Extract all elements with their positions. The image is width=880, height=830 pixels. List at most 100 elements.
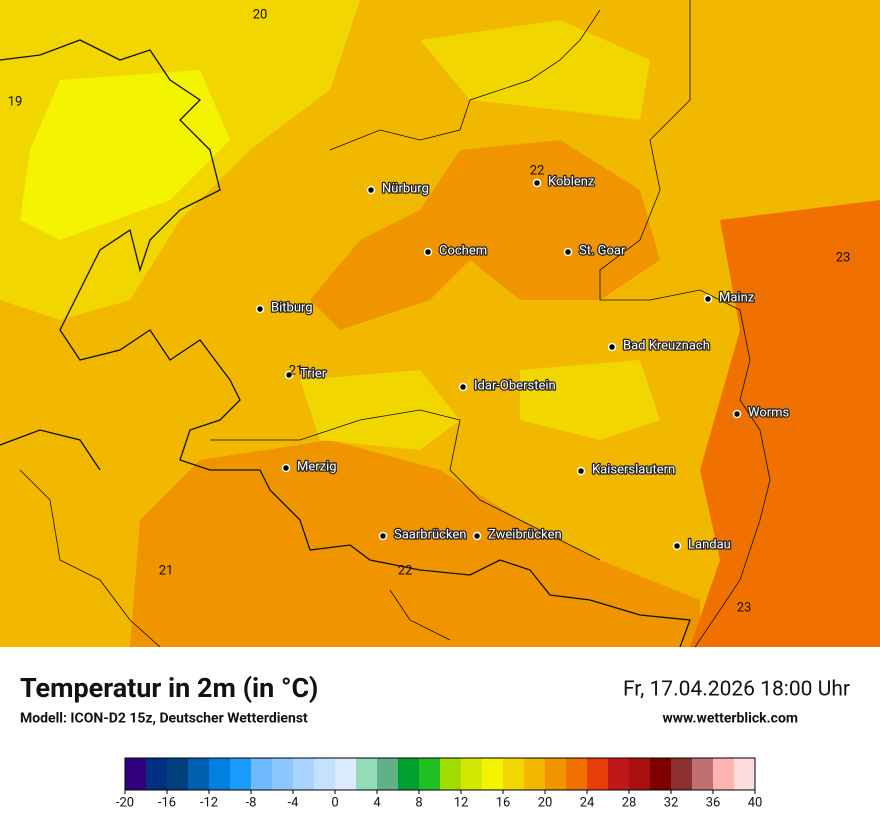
city-dot (458, 382, 468, 392)
tick-label: -20 (116, 795, 134, 810)
legend-swatch (230, 758, 252, 790)
isotherm-label: 21 (159, 563, 174, 578)
legend-swatch (272, 758, 294, 790)
legend-swatch (293, 758, 315, 790)
city-labels: Nürburg Koblenz Cochem St. Goar Bitburg Mainz… (255, 173, 791, 554)
tick-label: 12 (454, 795, 469, 810)
legend-swatch (545, 758, 567, 790)
tick-label: 24 (580, 795, 595, 810)
city-dot (366, 185, 376, 195)
tick-label: 16 (496, 795, 511, 810)
legend-swatch (167, 758, 189, 790)
city-label: Zweibrücken (488, 527, 562, 542)
tick-label: 0 (331, 795, 338, 810)
isotherm-label: 20 (253, 7, 268, 22)
tick-label: 28 (622, 795, 637, 810)
legend-swatch (125, 758, 147, 790)
city-dot (284, 370, 294, 380)
tick-label: -8 (246, 795, 257, 810)
city-dot (532, 178, 542, 188)
legend-swatch (650, 758, 672, 790)
legend-swatch (209, 758, 231, 790)
city-label: St. Goar (579, 243, 626, 258)
city-dot (563, 247, 573, 257)
legend-swatch (482, 758, 504, 790)
legend-swatch (692, 758, 714, 790)
legend-swatch (503, 758, 525, 790)
legend-swatch (440, 758, 462, 790)
city-label: Landau (688, 537, 731, 552)
tick-label: 32 (664, 795, 679, 810)
city-dot (423, 247, 433, 257)
colorbar: -20 -16 -12 -8 -4 0 4 8 12 16 20 24 28 32 36 40 (116, 757, 763, 810)
isotherm-label: 19 (8, 94, 23, 109)
legend-swatch (335, 758, 357, 790)
map-title: Temperatur in 2m (in °C) (20, 672, 318, 704)
warm-zone (310, 140, 660, 330)
tick-label: -12 (200, 795, 218, 810)
legend-swatch (188, 758, 210, 790)
city-dot (703, 294, 713, 304)
city-label: Nürburg (382, 181, 429, 196)
forecast-time: Fr, 17.04.2026 18:00 Uhr (623, 678, 850, 702)
state-border (599, 0, 771, 648)
city-dot (255, 304, 265, 314)
tick-label: 36 (706, 795, 721, 810)
isotherm-label: 22 (530, 163, 545, 178)
tick-label: -4 (288, 795, 300, 810)
legend-swatch (251, 758, 273, 790)
state-border (329, 9, 601, 151)
city-dot (607, 342, 617, 352)
city-dot (472, 531, 482, 541)
website: www.wetterblick.com (662, 711, 798, 727)
city-label: Trier (300, 366, 327, 381)
legend-swatch (587, 758, 609, 790)
state-border (19, 469, 161, 648)
city-dot (672, 541, 682, 551)
legend-swatch (314, 758, 336, 790)
city-dot (576, 466, 586, 476)
tick-label: 4 (373, 795, 381, 810)
country-border (0, 39, 691, 648)
legend-swatch (629, 758, 651, 790)
legend-swatch (398, 758, 420, 790)
city-label: Bitburg (271, 300, 313, 315)
map (0, 0, 880, 648)
warm-zone (20, 70, 230, 240)
isotherm-labels: 20 19 22 23 21 21 22 23 (8, 7, 851, 615)
colorbar-frame (124, 757, 756, 791)
isotherm-label: 21 (289, 363, 304, 378)
legend-swatch (524, 758, 546, 790)
state-border (389, 589, 451, 641)
city-label: Worms (748, 405, 790, 420)
tick-label: 40 (748, 795, 763, 810)
city-label: Bad Kreuznach (623, 338, 710, 353)
legend-swatch (419, 758, 441, 790)
city-dot (378, 531, 388, 541)
subtitle: Modell: ICON-D2 15z, Deutscher Wetterdie… (20, 711, 308, 727)
tick-label: 20 (538, 795, 553, 810)
country-border (0, 429, 101, 471)
isotherm-label: 22 (398, 563, 413, 578)
city-label: Kaiserslautern (592, 462, 675, 477)
warm-zone (520, 360, 660, 440)
city-label: Mainz (719, 290, 755, 305)
isotherm-label: 23 (836, 250, 851, 265)
warm-zone (300, 370, 460, 450)
city-label: Koblenz (548, 174, 595, 189)
city-label: Saarbrücken (394, 527, 466, 542)
legend-swatch (356, 758, 378, 790)
city-label: Merzig (297, 459, 337, 474)
tick-label: -16 (158, 795, 176, 810)
legend-swatch (566, 758, 588, 790)
isotherm-label: 23 (737, 600, 752, 615)
legend-swatch (734, 758, 756, 790)
state-border (210, 409, 601, 561)
tick-label: 8 (415, 795, 422, 810)
city-label: Idar-Oberstein (474, 378, 556, 393)
legend-swatch (671, 758, 693, 790)
warm-zone (690, 200, 880, 647)
city-dot (281, 463, 291, 473)
legend-swatch (377, 758, 399, 790)
